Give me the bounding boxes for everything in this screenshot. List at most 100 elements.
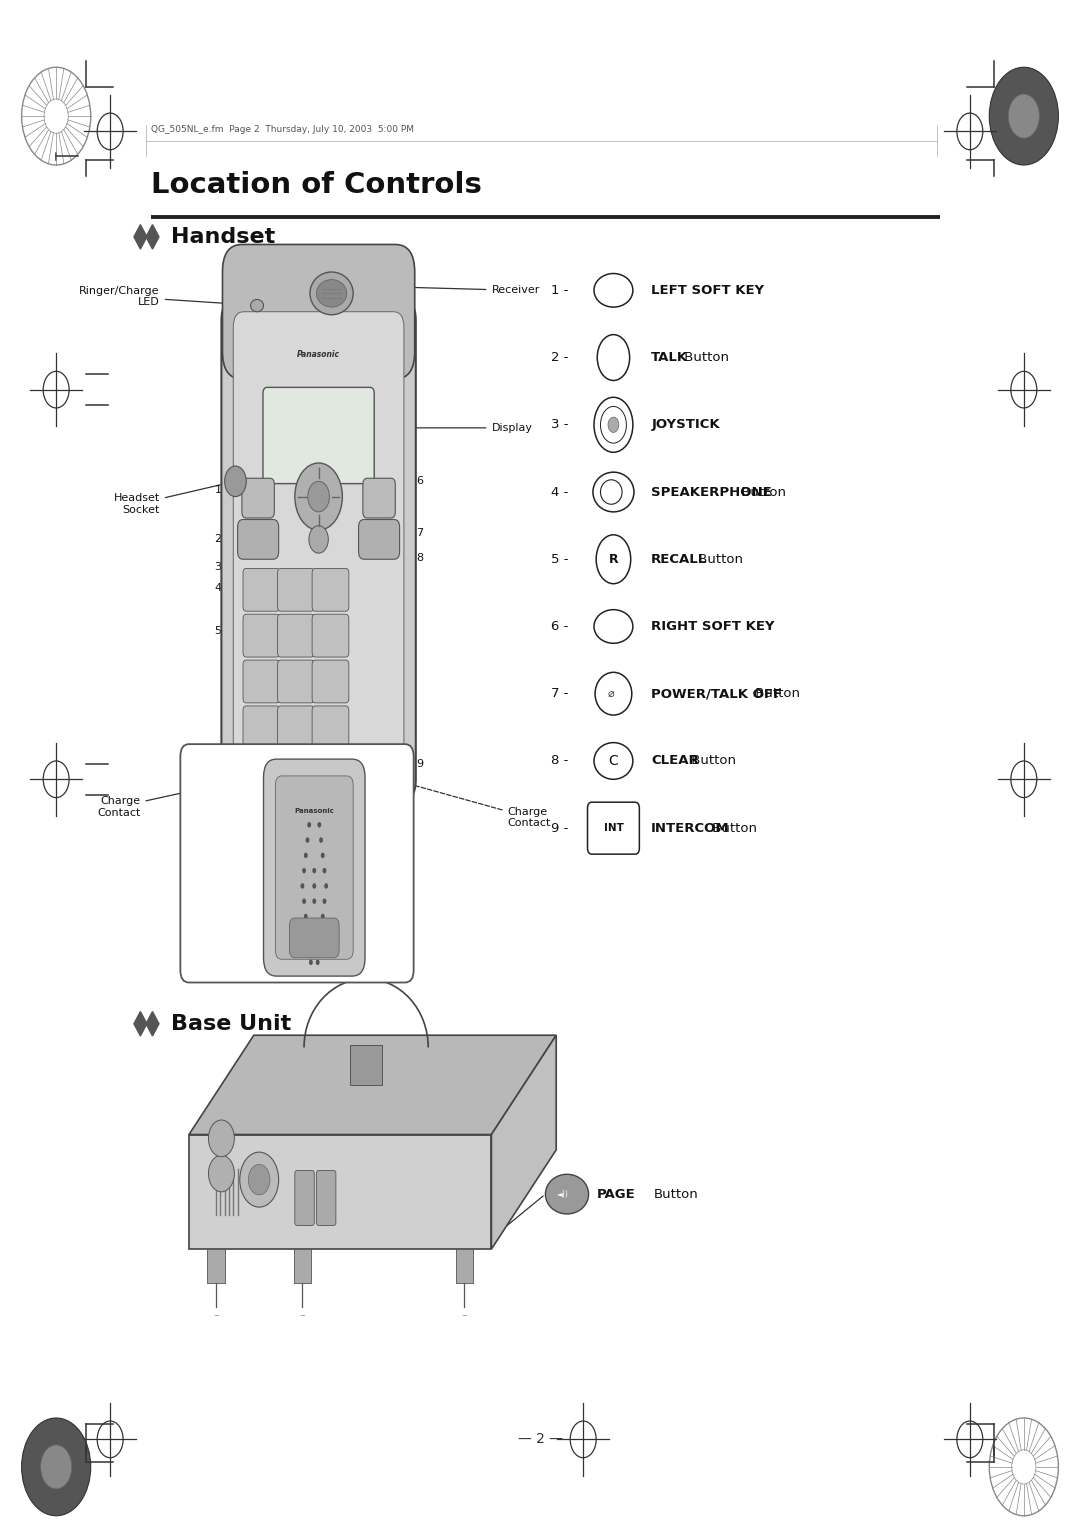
Text: RECALL: RECALL — [651, 553, 707, 565]
Text: CLEAR: CLEAR — [651, 755, 699, 767]
Text: 5 -: 5 - — [551, 553, 568, 565]
Text: — 2 —: — 2 — — [517, 1432, 563, 1447]
Text: 8: 8 — [392, 553, 423, 562]
Text: 3 -: 3 - — [551, 419, 568, 431]
Text: Button: Button — [687, 755, 735, 767]
FancyBboxPatch shape — [289, 918, 339, 958]
Circle shape — [240, 1152, 279, 1207]
Circle shape — [321, 914, 325, 920]
FancyBboxPatch shape — [221, 298, 416, 802]
Circle shape — [600, 406, 626, 443]
Text: 2 -: 2 - — [551, 351, 568, 364]
Ellipse shape — [316, 280, 347, 307]
Polygon shape — [491, 1036, 556, 1250]
Polygon shape — [146, 225, 159, 249]
Text: POWER/TALK OFF: POWER/TALK OFF — [651, 688, 782, 700]
Circle shape — [323, 868, 326, 874]
Text: Button: Button — [737, 486, 786, 498]
FancyBboxPatch shape — [243, 660, 280, 703]
Circle shape — [315, 960, 320, 966]
Text: 6: 6 — [381, 477, 422, 486]
FancyBboxPatch shape — [243, 568, 280, 611]
Text: Microphone: Microphone — [281, 779, 346, 833]
Text: LEFT SOFT KEY: LEFT SOFT KEY — [651, 284, 765, 296]
Text: 9 -: 9 - — [551, 822, 568, 834]
Circle shape — [324, 883, 328, 889]
Circle shape — [312, 898, 316, 905]
Text: RIGHT SOFT KEY: RIGHT SOFT KEY — [651, 620, 774, 633]
Circle shape — [225, 466, 246, 497]
Text: Charge
Contact: Charge Contact — [97, 770, 283, 817]
Text: Button: Button — [653, 1187, 698, 1201]
Ellipse shape — [594, 610, 633, 643]
Circle shape — [302, 898, 306, 905]
FancyBboxPatch shape — [312, 706, 349, 749]
Text: Receiver: Receiver — [354, 286, 540, 295]
Text: R: R — [609, 553, 618, 565]
Text: PAGE: PAGE — [597, 1187, 636, 1201]
Ellipse shape — [310, 272, 353, 315]
FancyBboxPatch shape — [238, 520, 279, 559]
Circle shape — [41, 1445, 71, 1488]
Text: JOYSTICK: JOYSTICK — [651, 419, 720, 431]
Text: Rear side: Rear side — [204, 775, 259, 788]
FancyBboxPatch shape — [278, 660, 314, 703]
Polygon shape — [134, 1012, 147, 1036]
Text: Ringer/Charge
LED: Ringer/Charge LED — [79, 286, 257, 307]
Circle shape — [303, 853, 308, 859]
Circle shape — [319, 929, 323, 935]
FancyBboxPatch shape — [222, 244, 415, 379]
Text: 8 -: 8 - — [551, 755, 568, 767]
Ellipse shape — [251, 299, 264, 312]
Text: Button: Button — [751, 688, 800, 700]
FancyBboxPatch shape — [359, 520, 400, 559]
Text: TALK: TALK — [651, 351, 688, 364]
FancyBboxPatch shape — [278, 614, 314, 657]
Text: Button: Button — [708, 822, 757, 834]
FancyBboxPatch shape — [312, 614, 349, 657]
Text: Charge
Contact: Charge Contact — [362, 770, 551, 828]
FancyBboxPatch shape — [295, 1170, 314, 1225]
Text: Panasonic: Panasonic — [295, 808, 334, 814]
Circle shape — [22, 1418, 91, 1516]
Circle shape — [312, 868, 316, 874]
Circle shape — [321, 853, 325, 859]
Circle shape — [319, 837, 323, 843]
Ellipse shape — [600, 480, 622, 504]
Circle shape — [307, 944, 311, 950]
Bar — [342, 758, 360, 782]
Text: Base Unit: Base Unit — [171, 1013, 291, 1034]
Polygon shape — [189, 1036, 556, 1134]
Ellipse shape — [597, 335, 630, 380]
Text: SPEAKERPHONE: SPEAKERPHONE — [651, 486, 772, 498]
FancyBboxPatch shape — [243, 706, 280, 749]
Text: ~: ~ — [213, 1314, 219, 1319]
Text: Handset: Handset — [171, 226, 275, 248]
Text: 7: 7 — [392, 529, 423, 538]
Circle shape — [307, 822, 311, 828]
FancyBboxPatch shape — [264, 387, 375, 483]
Ellipse shape — [594, 274, 633, 307]
FancyBboxPatch shape — [278, 706, 314, 749]
Text: 2: 2 — [214, 535, 251, 544]
Text: C: C — [608, 753, 619, 769]
FancyBboxPatch shape — [243, 614, 280, 657]
Text: Button: Button — [679, 351, 729, 364]
FancyBboxPatch shape — [233, 312, 404, 788]
Circle shape — [208, 1120, 234, 1157]
Polygon shape — [134, 225, 147, 249]
Circle shape — [306, 837, 310, 843]
Circle shape — [608, 417, 619, 432]
Text: Location of Controls: Location of Controls — [151, 171, 482, 199]
Text: ~: ~ — [299, 1314, 306, 1319]
Text: Display: Display — [373, 423, 532, 432]
Text: Speaker: Speaker — [202, 850, 279, 862]
FancyBboxPatch shape — [180, 744, 414, 983]
Circle shape — [208, 1155, 234, 1192]
Circle shape — [302, 868, 306, 874]
Ellipse shape — [594, 743, 633, 779]
Bar — [294, 1250, 311, 1284]
Text: 6 -: 6 - — [551, 620, 568, 633]
Ellipse shape — [593, 472, 634, 512]
FancyBboxPatch shape — [312, 752, 349, 795]
